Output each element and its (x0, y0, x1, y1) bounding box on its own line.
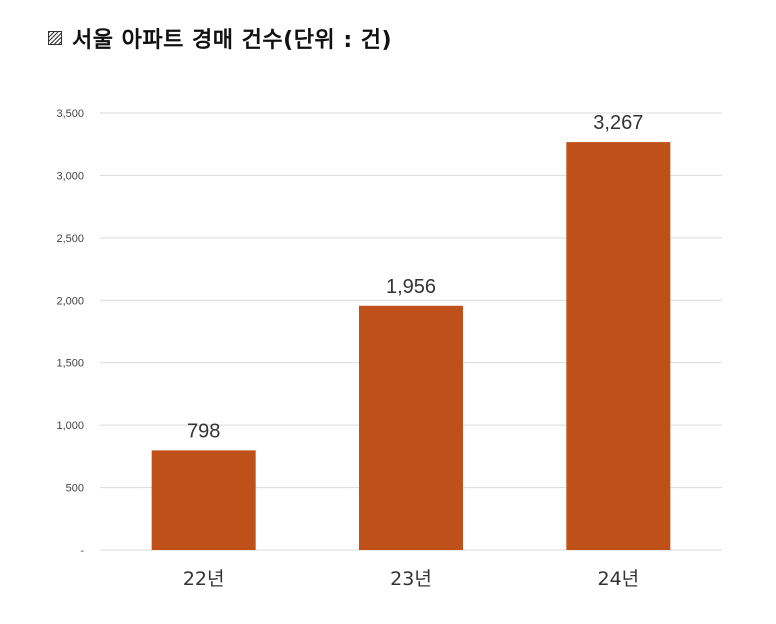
x-category-label: 22년 (183, 568, 225, 590)
bar (151, 450, 256, 550)
x-category-label: 23년 (390, 568, 432, 590)
bar (359, 305, 463, 550)
y-tick-label: 3,000 (56, 170, 84, 182)
data-label: 798 (187, 420, 220, 442)
data-label: 3,267 (593, 112, 643, 134)
y-tick-label: 1,500 (56, 358, 84, 370)
x-category-label: 24년 (597, 568, 639, 590)
y-tick-label: 3,500 (56, 108, 84, 120)
y-tick-label: 2,500 (56, 233, 84, 245)
y-tick-label: 1,000 (56, 420, 84, 432)
data-label: 1,956 (386, 276, 436, 298)
y-tick-label: 500 (66, 483, 84, 495)
chart-title-block: 서울 아파트 경매 건수(단위 : 건) (48, 22, 392, 54)
hatched-square-icon (48, 31, 62, 45)
bar (566, 142, 671, 550)
y-tick-label: 2,000 (56, 295, 84, 307)
chart-title: 서울 아파트 경매 건수(단위 : 건) (72, 28, 393, 53)
y-tick-label: - (80, 545, 84, 557)
